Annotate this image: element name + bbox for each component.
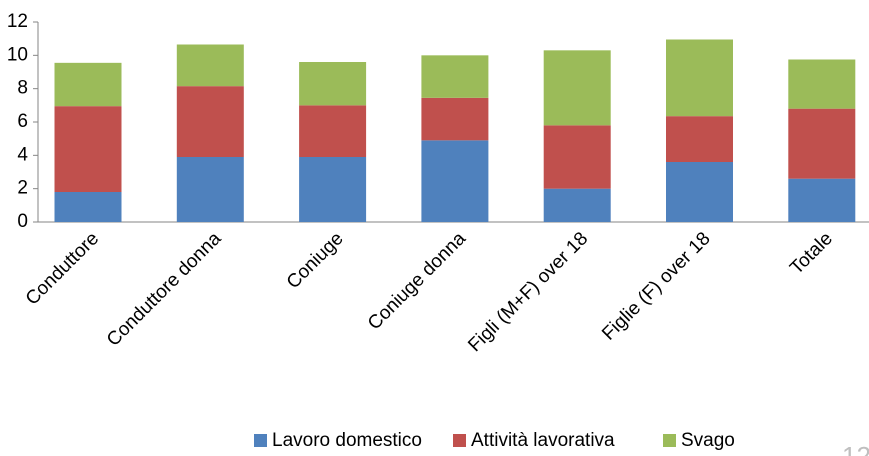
bar-segment	[54, 192, 122, 222]
legend-label: Lavoro domestico	[272, 430, 422, 451]
bar-segment	[543, 125, 611, 189]
bar-segment	[176, 44, 244, 87]
bar-segment	[543, 50, 611, 126]
bar-segment	[421, 140, 489, 222]
x-tick-label: Coniuge	[283, 228, 348, 293]
bar-segment	[788, 108, 856, 179]
bar-segment	[666, 39, 733, 117]
bar-segment	[176, 157, 244, 222]
y-tick-label: 0	[17, 211, 28, 232]
bar-segment	[543, 188, 611, 222]
legend-swatch	[254, 434, 267, 447]
bar-segment	[421, 97, 489, 141]
x-tick-label: Totale	[786, 228, 837, 279]
x-tick-label: Figlie (F) over 18	[598, 228, 714, 344]
bar-segment	[54, 106, 122, 192]
bar-segment	[176, 86, 244, 157]
bar-segment	[421, 55, 489, 98]
legend-label: Attività lavorativa	[471, 430, 615, 451]
y-tick-label: 10	[7, 44, 28, 65]
x-tick-label: Coniuge donna	[364, 228, 470, 334]
legend-label: Svago	[681, 430, 735, 451]
bar-segment	[788, 178, 856, 222]
bar-segment	[299, 157, 367, 222]
bar-segment	[788, 59, 856, 109]
bar-segment	[54, 62, 122, 107]
legend-swatch	[663, 434, 676, 447]
y-tick-label: 2	[17, 178, 28, 199]
x-tick-label: Conduttore	[22, 228, 103, 309]
bar-segment	[666, 116, 733, 162]
x-tick-label: Figli (M+F) over 18	[464, 228, 592, 356]
x-tick-label: Conduttore donna	[103, 228, 226, 351]
y-tick-label: 6	[17, 111, 28, 132]
legend-swatch	[453, 434, 466, 447]
y-tick-label: 4	[17, 144, 28, 165]
y-tick-label: 12	[7, 11, 28, 32]
bar-segment	[666, 162, 733, 222]
y-tick-label: 8	[17, 78, 28, 99]
page-number: 12	[842, 441, 869, 456]
bar-segment	[299, 105, 367, 157]
bar-segment	[299, 62, 367, 106]
